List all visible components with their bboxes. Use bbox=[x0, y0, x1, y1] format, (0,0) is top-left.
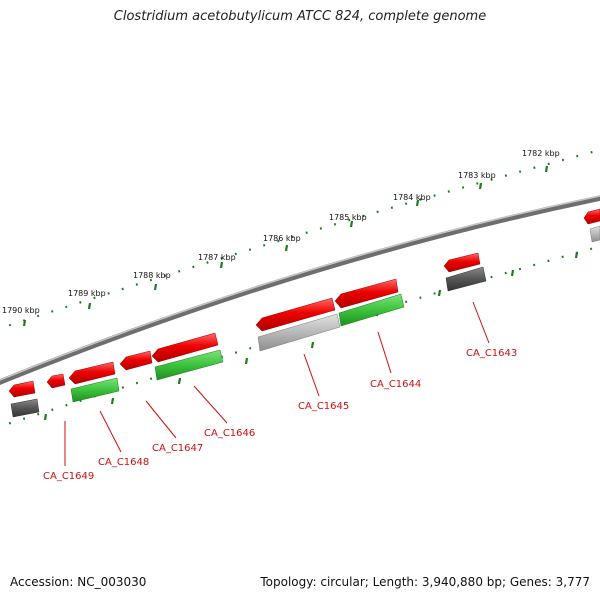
gene-label[interactable]: CA_C1644 bbox=[370, 379, 421, 390]
gene-bar[interactable] bbox=[70, 377, 120, 403]
major-tick bbox=[110, 397, 115, 405]
leader-line bbox=[303, 353, 320, 397]
major-tick bbox=[574, 251, 579, 259]
gene-bar[interactable] bbox=[10, 398, 40, 418]
gene-label[interactable]: CA_C1648 bbox=[98, 457, 149, 468]
major-tick bbox=[22, 319, 27, 327]
scale-label: 1788 kbp bbox=[133, 271, 171, 280]
gene-bar[interactable] bbox=[338, 293, 405, 327]
gene-bar[interactable] bbox=[445, 266, 487, 292]
gene-label[interactable]: CA_C1643 bbox=[466, 348, 517, 359]
scale-label: 1785 kbp bbox=[329, 213, 367, 222]
label-leaders bbox=[64, 301, 490, 466]
leader-line bbox=[377, 331, 392, 374]
plus-strand-genes bbox=[8, 208, 600, 398]
scale-label: 1786 kbp bbox=[263, 234, 301, 243]
gene-label[interactable]: CA_C1649 bbox=[43, 471, 94, 482]
scale-label: 1787 kbp bbox=[198, 253, 236, 262]
inner-tick-track bbox=[0, 245, 600, 428]
major-tick bbox=[244, 357, 249, 365]
major-tick bbox=[284, 244, 289, 252]
major-tick bbox=[43, 413, 48, 421]
major-tick bbox=[153, 283, 158, 291]
leader-line bbox=[193, 385, 228, 424]
major-tick bbox=[349, 220, 354, 228]
scale-label: 1783 kbp bbox=[458, 171, 496, 180]
major-tick bbox=[478, 182, 483, 190]
leader-line bbox=[145, 400, 177, 439]
gene-arrow[interactable] bbox=[334, 278, 399, 309]
gene-bar[interactable] bbox=[154, 349, 224, 381]
outer-major-ticks bbox=[22, 165, 549, 327]
major-tick bbox=[310, 341, 315, 349]
genome-info-text: Topology: circular; Length: 3,940,880 bp… bbox=[260, 575, 590, 589]
gene-arrow[interactable] bbox=[68, 361, 116, 385]
gene-bar[interactable] bbox=[257, 313, 341, 352]
leader-line bbox=[99, 410, 122, 453]
major-tick bbox=[544, 165, 549, 173]
major-tick bbox=[219, 261, 224, 269]
major-tick bbox=[87, 302, 92, 310]
gene-label[interactable]: CA_C1645 bbox=[298, 401, 349, 412]
genome-backbone-highlight bbox=[0, 195, 600, 381]
outer-tick-track bbox=[0, 148, 600, 330]
genome-title: Clostridium acetobutylicum ATCC 824, com… bbox=[113, 9, 487, 24]
gene-arrow[interactable] bbox=[8, 380, 36, 398]
accession-text: Accession: NC_003030 bbox=[10, 575, 147, 589]
major-tick bbox=[177, 377, 182, 385]
gene-label[interactable]: CA_C1647 bbox=[152, 443, 203, 454]
scale-label: 1789 kbp bbox=[68, 289, 106, 298]
gene-arrow[interactable] bbox=[119, 350, 153, 371]
gene-arrow[interactable] bbox=[151, 332, 219, 363]
scale-label: 1782 kbp bbox=[522, 149, 560, 158]
gene-arrow[interactable] bbox=[46, 373, 66, 389]
scale-label: 1790 kbp bbox=[2, 306, 40, 315]
minus-strand-genes bbox=[10, 225, 600, 418]
gene-arrow[interactable] bbox=[583, 208, 600, 225]
leader-line bbox=[472, 301, 490, 344]
major-tick bbox=[437, 289, 442, 297]
gene-label[interactable]: CA_C1646 bbox=[204, 428, 255, 439]
gene-bar[interactable] bbox=[589, 225, 600, 243]
gene-arrow[interactable] bbox=[255, 297, 336, 332]
major-tick bbox=[510, 269, 515, 277]
genome-backbone bbox=[0, 195, 600, 385]
major-tick bbox=[415, 199, 420, 207]
scale-label: 1784 kbp bbox=[393, 193, 431, 202]
gene-arrow[interactable] bbox=[443, 252, 481, 273]
